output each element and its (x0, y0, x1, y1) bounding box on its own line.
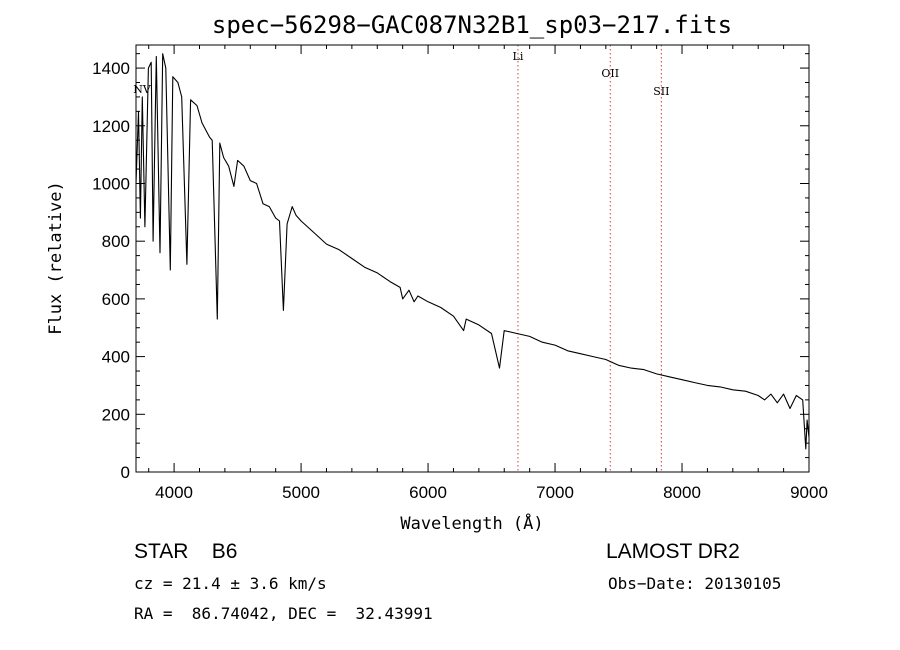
y-tick-label: 1400 (92, 59, 130, 78)
x-tick-label: 6000 (409, 483, 447, 502)
x-tick-label: 5000 (282, 483, 320, 502)
y-tick-label: 200 (102, 405, 130, 424)
y-tick-label: 0 (121, 463, 130, 482)
line-label-li: Li (513, 50, 524, 63)
x-tick-label: 9000 (790, 483, 828, 502)
survey-name: LAMOST DR2 (606, 540, 740, 563)
y-tick-label: 1200 (92, 117, 130, 136)
chart-title: spec−56298−GAC087N32B1_sp03−217.fits (212, 11, 732, 39)
x-axis-label: Wavelength (Å) (400, 512, 543, 534)
plot-frame (135, 44, 810, 473)
y-tick-label: 1000 (92, 174, 130, 193)
observation-date: Obs−Date: 20130105 (608, 574, 782, 593)
y-tick-label: 800 (102, 232, 130, 251)
y-tick-label: 600 (102, 290, 130, 309)
x-tick-label: 4000 (155, 483, 193, 502)
y-axis-label: Flux (relative) (46, 181, 66, 335)
sky-coordinates: RA = 86.74042, DEC = 32.43991 (134, 604, 433, 623)
axes: 4000 5000 6000 7000 8000 9000 0 200 400 600 800 100… (92, 44, 828, 502)
line-label-oii: OII (601, 67, 619, 80)
line-label-nv: NV (133, 83, 152, 96)
object-class: STAR B6 (134, 540, 238, 563)
x-tick-label: 7000 (536, 483, 574, 502)
x-tick-label: 8000 (663, 483, 701, 502)
line-label-sii: SII (653, 85, 669, 98)
y-tick-label: 400 (102, 348, 130, 367)
plot-area: NV Li OII SII (133, 45, 810, 472)
spectrum-series-line (135, 53, 810, 450)
redshift-velocity: cz = 21.4 ± 3.6 km/s (134, 574, 327, 593)
